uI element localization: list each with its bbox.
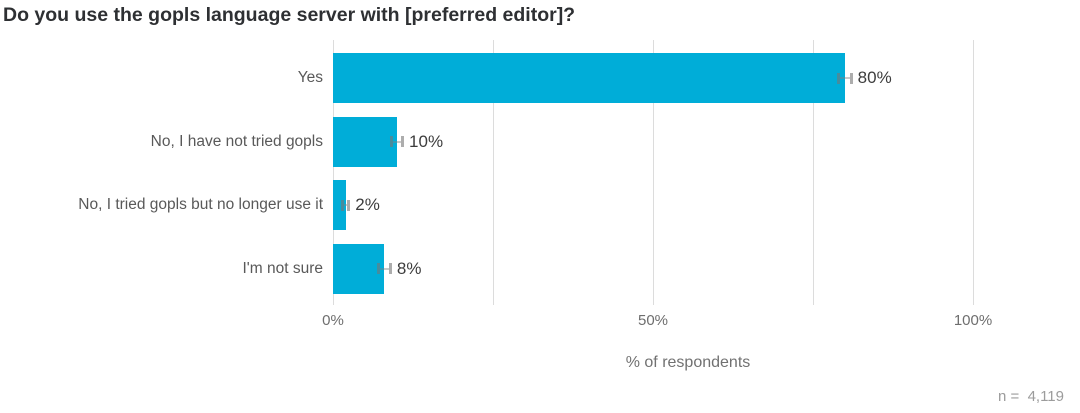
bar [333,116,397,167]
gridline [653,40,654,305]
error-bar [376,244,392,294]
gridline [973,40,974,305]
bar [333,180,346,230]
category-label: I'm not sure [242,259,324,277]
gridline [493,40,494,305]
value-label: 80% [857,68,892,87]
value-label: 10% [409,131,444,151]
category-label: No, I tried gopls but no longer use it [78,196,323,213]
error-bar [341,180,351,230]
error-bar-right-cap [849,72,853,84]
x-axis-title: % of respondents [625,354,751,371]
bar [333,243,385,294]
error-bar-left-cap [837,72,841,84]
error-bar [389,117,405,167]
chart-title: Do you use the gopls language server wit… [3,4,576,26]
bar [333,53,845,103]
error-bar-right-cap [388,263,392,274]
error-bar-right-cap [401,136,405,147]
error-bar-line [344,204,348,206]
error-bar-left-cap [389,136,393,147]
error-bar-left-cap [341,199,345,211]
category-label: No, I have not tried gopls [150,132,323,150]
error-bar-right-cap [347,199,351,211]
value-label: 2% [355,195,380,214]
error-bar [837,53,853,103]
value-label: 8% [396,258,422,278]
x-tick-label: 0% [322,312,344,329]
plot-area: 80% 10% 2% 8% 0% 50% 100% [322,40,992,329]
x-tick-label: 50% [637,312,669,329]
error-bar-line [840,77,850,79]
gridline [813,40,814,305]
error-bar-left-cap [376,263,380,274]
x-tick-label: 100% [953,312,993,329]
sample-size-label: n = 4,119 [997,388,1064,405]
error-bar-line [392,140,402,143]
category-label: Yes [297,69,323,86]
gridline [333,40,334,305]
error-bar-line [379,267,389,270]
